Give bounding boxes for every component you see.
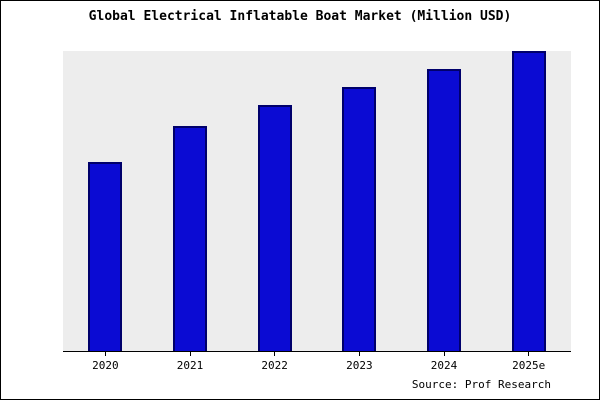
bar-slot xyxy=(486,51,571,351)
bar-2021 xyxy=(173,126,207,351)
x-tick-label: 2020 xyxy=(92,359,119,372)
x-tick-label: 2025e xyxy=(512,359,546,372)
x-axis-tick xyxy=(274,352,276,356)
x-axis-tick xyxy=(528,352,530,356)
x-axis-slot: 2022 xyxy=(232,352,317,372)
x-axis-slot: 2023 xyxy=(317,352,402,372)
bar-slot xyxy=(402,51,487,351)
bar-2020 xyxy=(88,162,123,351)
bar-slot xyxy=(63,51,148,351)
x-axis-slot: 2020 xyxy=(63,352,148,372)
bar-slot xyxy=(232,51,317,351)
x-axis-slot: 2024 xyxy=(402,352,487,372)
x-axis-labels: 2020 2021 2022 2023 2024 2025e xyxy=(63,352,571,372)
bar-slot xyxy=(317,51,402,351)
x-axis-tick xyxy=(358,352,360,356)
x-tick-label: 2021 xyxy=(176,359,204,372)
x-tick-label: 2024 xyxy=(430,359,458,372)
x-axis-slot: 2025e xyxy=(486,352,571,372)
chart-title: Global Electrical Inflatable Boat Market… xyxy=(88,9,512,24)
bar-2023 xyxy=(342,87,377,351)
bar-2022 xyxy=(257,105,292,351)
plot-area xyxy=(63,51,571,352)
source-label: Source: Prof Research xyxy=(411,378,551,391)
x-axis-slot: 2021 xyxy=(148,352,233,372)
bar-slot xyxy=(148,51,233,351)
x-tick-label: 2023 xyxy=(346,359,373,372)
x-axis-tick xyxy=(104,352,106,356)
bar-2024 xyxy=(427,69,462,351)
bar-2025e xyxy=(511,51,546,351)
x-axis-tick xyxy=(443,352,445,356)
x-tick-label: 2022 xyxy=(261,359,288,372)
x-axis-tick xyxy=(189,352,191,356)
